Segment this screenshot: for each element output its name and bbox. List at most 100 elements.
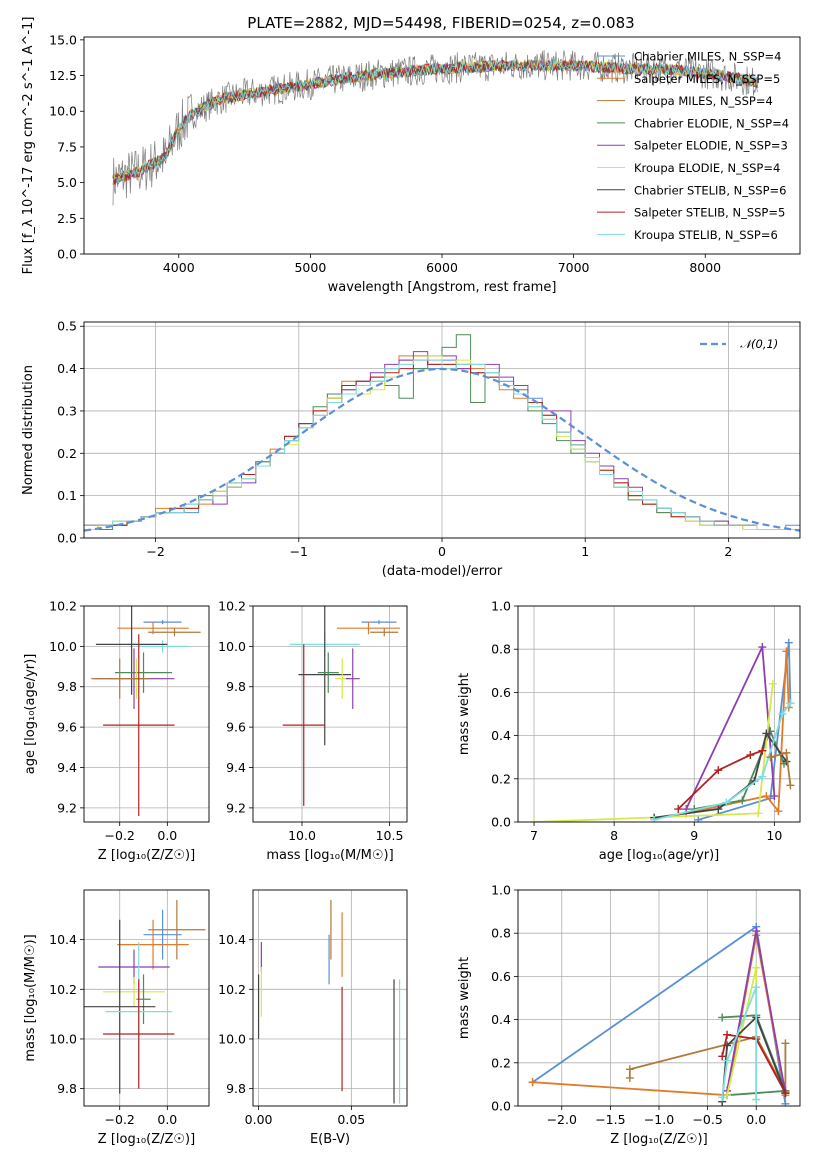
mass-weight-marker	[784, 638, 793, 647]
spectrum-xtick-label: 4000	[163, 260, 195, 275]
age_vs_mass-plot-area	[282, 606, 400, 806]
mass-weight-marker	[766, 753, 775, 762]
massweight_vs_z-ytick-label: 0.8	[491, 926, 511, 941]
spectrum-ytick-label: 7.5	[57, 139, 77, 154]
mass-weight-marker	[782, 748, 791, 757]
massweight_vs_z-ytick-label: 1.0	[491, 883, 511, 898]
age_vs_mass-ytick-label: 9.4	[226, 760, 246, 775]
figure-title: PLATE=2882, MJD=54498, FIBERID=0254, z=0…	[247, 14, 634, 32]
mass-weight-marker	[650, 815, 659, 822]
mass-weight-marker	[758, 746, 767, 755]
age_vs_mass-frame	[252, 605, 408, 823]
mass-weight-marker	[786, 781, 795, 790]
spectrum-model-line	[112, 58, 759, 184]
errorbar-point	[337, 622, 400, 635]
massweight_vs_z-xtick-label: −2.0	[547, 1112, 577, 1127]
residuals-ytick-label: 0.4	[57, 361, 77, 376]
errorbar-point	[148, 628, 201, 637]
residuals-xtick-label: 1	[581, 544, 589, 559]
errorbar-point	[148, 899, 206, 960]
legend-entry: Chabrier STELIB, N_SSP=6	[634, 183, 786, 197]
legend-entry: Salpeter ELODIE, N_SSP=3	[634, 139, 788, 153]
legend-entry: Salpeter MILES, N_SSP=5	[634, 72, 780, 86]
massweight_vs_age-plot-area	[530, 638, 795, 822]
massweight_vs_z-ytick-label: 0.0	[491, 1099, 511, 1114]
age_vs_mass-ytick-label: 10.0	[218, 639, 246, 654]
errorbar-point	[361, 620, 397, 625]
residuals-panel: −2 −1 0 1 2 0.0 0.1 0.2 0.3 0.4 0.5 (data-model)/er…	[21, 319, 801, 579]
mass_vs_z-xtick-label: −0.2	[105, 1112, 135, 1127]
normal-reference-curve	[84, 367, 800, 532]
legend-entry: Chabrier MILES, N_SSP=4	[634, 50, 781, 64]
residual-histogram	[84, 359, 800, 530]
massweight_vs_z-plot-area	[528, 922, 790, 1106]
massweight_vs_z-panel: −2.0 −1.5 −1.0 −0.5 0.0 0.0 0.2 0.4 0.6 0.8 1.0 Z […	[457, 883, 801, 1147]
errorbar-point	[117, 919, 189, 970]
mass_vs_ebv-frame	[252, 889, 408, 1107]
mass_vs_ebv-ytick-label: 10.2	[218, 982, 246, 997]
errorbar-point	[84, 919, 156, 1094]
mass-weight-marker	[722, 798, 731, 807]
massweight_vs_age-ylabel: mass weight	[457, 673, 472, 755]
age_vs_mass-xtick-label: 10.0	[288, 828, 316, 843]
age_vs_mass-xlabel: mass [log₁₀(M/M☉)]	[266, 848, 393, 863]
spectrum-ytick-label: 15.0	[49, 32, 77, 47]
massweight_vs_age-xlabel: age [log₁₀(age/yr)]	[599, 848, 720, 863]
spectrum-model-line	[112, 58, 759, 185]
mass_vs_ebv-plot-area	[257, 899, 401, 1104]
mass-weight-marker	[723, 1056, 732, 1065]
residuals-ytick-label: 0.2	[57, 446, 77, 461]
residuals-ylabel: Normed distribution	[21, 365, 36, 495]
mass-weight-marker	[781, 1039, 790, 1048]
mass-weight-marker	[625, 1073, 634, 1082]
age_vs_z-ytick-label: 9.8	[57, 679, 77, 694]
massweight_vs_age-ytick-label: 0.4	[491, 728, 511, 743]
age_vs_z-ytick-label: 9.2	[57, 800, 77, 815]
spectrum-xtick-label: 6000	[426, 260, 458, 275]
residuals-xtick-label: 0	[438, 544, 446, 559]
massweight_vs_z-xtick-label: −0.5	[692, 1112, 722, 1127]
massweight_vs_age-ytick-label: 0.8	[491, 642, 511, 657]
mass-weight-marker	[718, 1052, 727, 1061]
massweight_vs_age-xtick-label: 10	[766, 828, 782, 843]
mass-weight-marker	[714, 805, 723, 814]
massweight_vs_age-panel: 7 8 9 10 0.0 0.2 0.4 0.6 0.8 1.0 age [log₁₀(age/yr…	[457, 599, 801, 863]
errorbar-point	[114, 652, 173, 693]
spectrum-xtick-label: 7000	[558, 260, 590, 275]
residuals-frame	[83, 321, 801, 539]
spectrum-xlabel: wavelength [Angstrom, rest frame]	[328, 280, 557, 295]
errorbar-point	[95, 606, 168, 695]
spectrum-panel: 4000 5000 6000 7000 8000 0.0 2.5 5.0 7.5 10.0 12.5…	[21, 17, 801, 295]
legend-entry: Kroupa MILES, N_SSP=4	[634, 94, 773, 108]
residuals-plot-area	[84, 334, 800, 532]
age_vs_z-panel: −0.2 0.0 9.2 9.4 9.6 9.8 10.0 10.2 Z [log₁₀(Z/Z☉…	[23, 599, 210, 863]
mass_vs_ebv-xlabel: E(B-V)	[310, 1132, 350, 1147]
errorbar-point	[143, 909, 182, 960]
mass-weight-marker	[762, 792, 771, 801]
mass-weight-marker	[746, 751, 755, 760]
massweight_vs_age-ytick-label: 0.6	[491, 685, 511, 700]
mass-weight-marker	[752, 1095, 761, 1104]
age_vs_z-ytick-label: 10.0	[49, 639, 77, 654]
massweight_vs_age-xtick-label: 8	[610, 828, 618, 843]
massweight_vs_age-ytick-label: 0.0	[491, 815, 511, 830]
mass_vs_ebv-ytick-label: 9.8	[226, 1081, 246, 1096]
residuals-ytick-label: 0.0	[57, 531, 77, 546]
age_vs_mass-xtick-label: 10.5	[376, 828, 404, 843]
mass-weight-marker	[770, 792, 779, 801]
mass_vs_z-ylabel: mass [log₁₀(M/M☉)]	[23, 934, 38, 1061]
mass-weight-marker	[781, 1089, 790, 1098]
errorbar-point	[345, 648, 360, 709]
mass_vs_z-ytick-label: 10.0	[49, 1031, 77, 1046]
errorbar-point	[317, 652, 339, 693]
age_vs_z-xlabel: Z [log₁₀(Z/Z☉)]	[98, 848, 195, 863]
errorbar-point	[91, 658, 149, 699]
massweight_vs_z-ytick-label: 0.6	[491, 969, 511, 984]
mass-weight-marker	[752, 963, 761, 972]
mass_vs_ebv-xtick-label: 0.00	[245, 1112, 273, 1127]
spectrum-ytick-label: 5.0	[57, 175, 77, 190]
age_vs_z-plot-area	[91, 606, 201, 816]
legend-entry: Chabrier ELODIE, N_SSP=4	[634, 116, 789, 130]
residuals-ytick-label: 0.5	[57, 319, 77, 334]
age_vs_z-ylabel: age [log₁₀(age/yr)]	[23, 654, 38, 775]
